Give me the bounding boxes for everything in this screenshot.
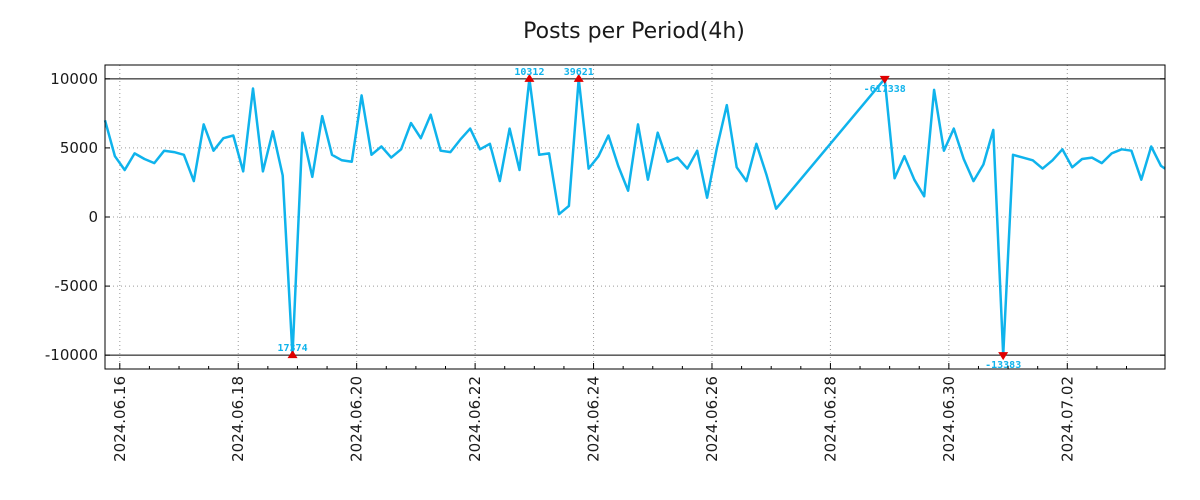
x-tick-label: 2024.06.16: [111, 376, 129, 462]
clip-marker-up: [524, 73, 535, 82]
y-tick-label: -5000: [54, 277, 98, 295]
clip-limit-lines: [105, 78, 1165, 356]
clip-marker-up: [287, 350, 298, 359]
clip-markers: 17374 10312 39621 -617338 -13383: [277, 67, 1021, 371]
clip-marker-down: [879, 75, 890, 84]
clip-label: 10312: [514, 67, 544, 78]
clip-marker-down: [998, 352, 1009, 361]
x-tick-label: 2024.06.22: [466, 376, 484, 462]
chart-title: Posts per Period(4h): [523, 19, 745, 44]
clip-label: 17374: [277, 343, 307, 354]
x-tick-label: 2024.06.26: [703, 376, 721, 462]
x-tick-label: 2024.07.02: [1058, 376, 1076, 462]
clip-label: -13383: [985, 360, 1021, 371]
clip-label: -617338: [864, 84, 906, 95]
y-tick-label: 5000: [60, 139, 98, 157]
clip-label: 39621: [564, 67, 594, 78]
series-line-posts: [103, 77, 1166, 357]
clip-marker-up: [573, 73, 584, 82]
grid: [105, 65, 1165, 369]
x-tick-label: 2024.06.28: [821, 376, 839, 462]
y-axis: 10000 5000 0 -5000 -10000: [45, 70, 1165, 364]
y-tick-label: 0: [88, 208, 98, 226]
x-tick-label: 2024.06.24: [585, 376, 603, 462]
y-tick-label: -10000: [45, 346, 98, 364]
x-axis: 2024.06.16 2024.06.18 2024.06.20 2024.06.22…: [111, 363, 1128, 462]
x-tick-label: 2024.06.18: [229, 376, 247, 462]
y-tick-label: 10000: [50, 70, 98, 88]
x-tick-label: 2024.06.30: [940, 376, 958, 462]
series-layer: [103, 77, 1166, 357]
x-tick-label: 2024.06.20: [348, 376, 366, 462]
